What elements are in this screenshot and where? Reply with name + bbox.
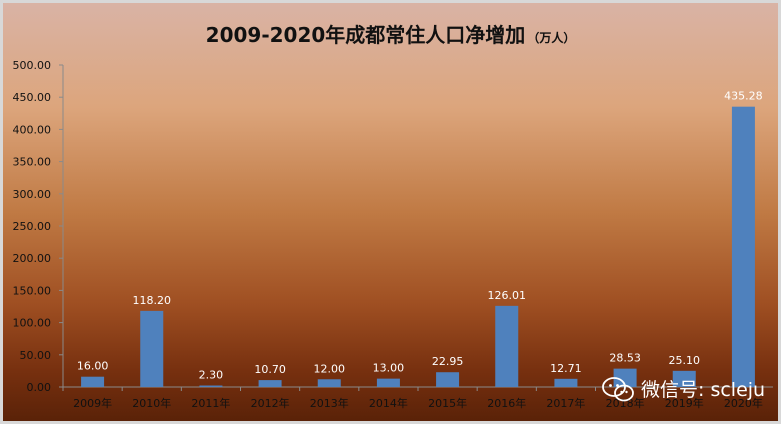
watermark-text: 微信号: scleju	[641, 379, 766, 401]
bar	[140, 310, 164, 387]
bar	[81, 376, 105, 387]
data-label: 435.28	[724, 90, 763, 103]
y-tick-label: 200.00	[13, 252, 52, 265]
x-tick-label: 2014年	[369, 396, 408, 410]
bar	[613, 368, 637, 387]
data-label: 25.10	[669, 354, 701, 367]
data-label: 12.71	[550, 362, 582, 375]
data-label: 28.53	[609, 352, 641, 365]
bar	[672, 370, 696, 387]
x-tick-label: 2011年	[191, 396, 230, 410]
y-tick-label: 250.00	[13, 220, 52, 233]
data-label: 118.20	[133, 294, 172, 307]
x-tick-label: 2016年	[487, 396, 526, 410]
watermark: 微信号: scleju	[601, 375, 765, 402]
x-tick-label: 2019年	[665, 396, 704, 410]
x-tick-label: 2009年	[73, 396, 112, 410]
x-tick-label: 2020年	[724, 396, 763, 410]
bar	[731, 106, 755, 387]
chart-title: 2009-2020年成都常住人口净增加 （万人）	[3, 19, 778, 48]
y-tick-label: 150.00	[13, 284, 52, 297]
chart-title-unit: （万人）	[527, 31, 576, 45]
y-tick-label: 450.00	[13, 91, 52, 104]
data-label: 22.95	[432, 355, 464, 368]
bar	[258, 380, 282, 387]
bar	[495, 305, 519, 387]
y-tick-label: 350.00	[13, 156, 52, 169]
bar	[317, 379, 341, 387]
bar	[376, 378, 400, 387]
data-label: 2.30	[199, 369, 224, 382]
x-tick-label: 2010年	[132, 396, 171, 410]
chart-title-text: 2009-2020年成都常住人口净增加	[205, 23, 526, 47]
y-tick-label: 300.00	[13, 188, 52, 201]
y-tick-label: 500.00	[13, 59, 52, 72]
y-tick-label: 100.00	[13, 317, 52, 330]
bar	[199, 385, 223, 387]
data-label: 13.00	[373, 362, 405, 375]
bar	[436, 372, 460, 387]
y-tick-label: 50.00	[20, 349, 52, 362]
data-label: 16.00	[77, 360, 109, 373]
y-tick-label: 0.00	[27, 381, 52, 394]
bar-chart: 0.00 50.00 100.00 150.00 200.00 250.00 300.00 3…	[13, 59, 773, 410]
data-label: 10.70	[254, 363, 286, 376]
x-tick-label: 2018年	[606, 396, 645, 410]
data-label: 126.01	[488, 289, 527, 302]
y-tick-label: 400.00	[13, 123, 52, 136]
x-tick-label: 2015年	[428, 396, 467, 410]
wechat-icon	[602, 376, 634, 401]
x-tick-label: 2017年	[546, 396, 585, 410]
data-label: 12.00	[314, 362, 346, 375]
x-tick-label: 2013年	[310, 396, 349, 410]
bar	[554, 378, 578, 387]
x-tick-label: 2012年	[251, 396, 290, 410]
